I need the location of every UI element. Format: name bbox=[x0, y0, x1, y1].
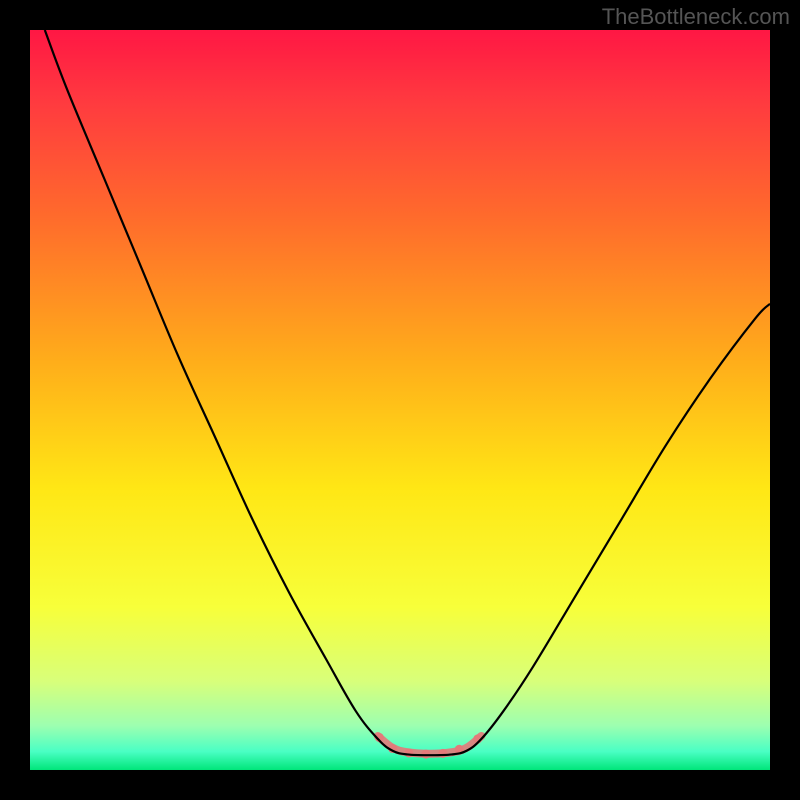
highlight-dot bbox=[404, 748, 413, 757]
highlight-dot bbox=[438, 749, 447, 758]
plot-area bbox=[30, 30, 770, 770]
chart-svg bbox=[0, 0, 800, 800]
chart-container: TheBottleneck.com bbox=[0, 0, 800, 800]
